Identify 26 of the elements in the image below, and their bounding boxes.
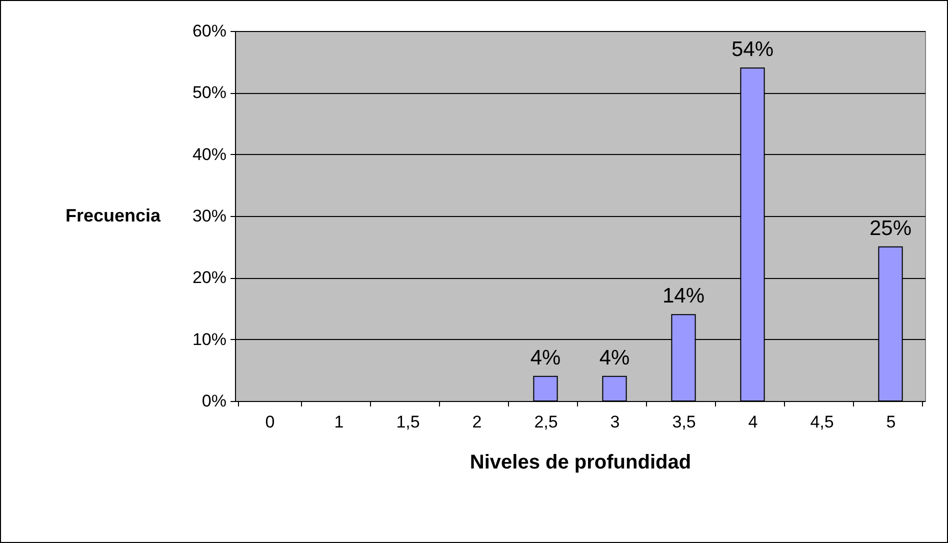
data-label: 14% <box>662 284 705 308</box>
bar <box>602 376 627 402</box>
y-tick-label: 0% <box>202 392 226 410</box>
x-tick-label: 2 <box>472 412 482 432</box>
data-label: 54% <box>731 38 774 61</box>
x-axis-title: Niveles de profundidad <box>470 452 692 474</box>
x-tick-label: 4,5 <box>810 412 834 432</box>
y-tick-label: 40% <box>192 144 226 164</box>
y-tick-label: 50% <box>192 83 226 102</box>
x-tick-label: 2,5 <box>534 412 558 432</box>
x-tick-label: 5 <box>886 412 896 432</box>
y-tick-label: 20% <box>192 268 226 288</box>
x-tick-label: 4 <box>748 412 758 432</box>
y-tick-label: 60% <box>192 22 226 40</box>
x-tick-label: 0 <box>265 412 275 432</box>
bar <box>533 376 558 402</box>
data-label: 25% <box>869 216 912 240</box>
x-tick-label: 1,5 <box>396 412 420 432</box>
y-tick-label: 10% <box>192 330 226 349</box>
data-label: 4% <box>599 346 630 370</box>
y-tick-label: 30% <box>192 206 226 226</box>
data-label: 4% <box>530 346 561 370</box>
x-tick-label: 3 <box>610 412 620 432</box>
y-axis-title: Frecuencia <box>65 206 162 226</box>
x-tick-label: 3,5 <box>672 412 696 432</box>
x-tick-label: 1 <box>334 412 344 432</box>
